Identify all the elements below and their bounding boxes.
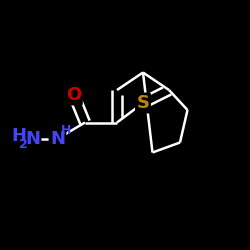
Text: O: O xyxy=(66,86,82,104)
Text: S: S xyxy=(136,94,149,112)
Text: N: N xyxy=(25,130,40,148)
Text: H: H xyxy=(61,124,72,137)
Text: 2: 2 xyxy=(20,138,28,151)
Text: N: N xyxy=(50,130,65,148)
Text: H: H xyxy=(11,127,26,145)
